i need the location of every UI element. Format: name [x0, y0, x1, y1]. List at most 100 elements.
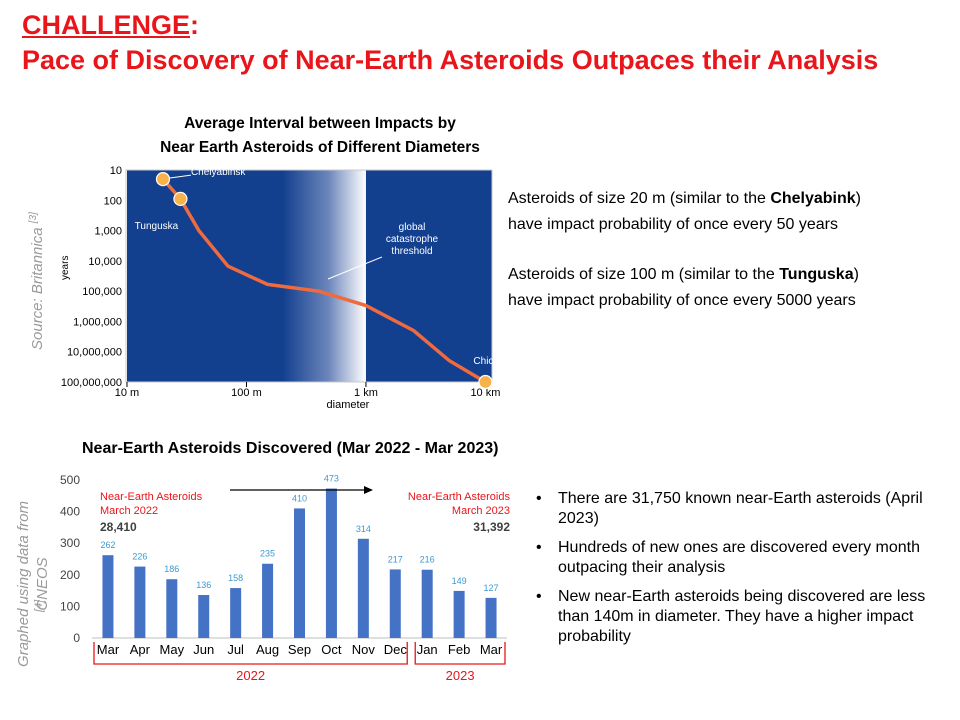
- bar-value-label: 149: [452, 576, 467, 586]
- x-tick-label: 1 km: [354, 387, 378, 399]
- arrow-head: [364, 486, 373, 494]
- year-bracket: [414, 642, 506, 665]
- bar-value-label: 216: [420, 555, 435, 565]
- impact-interval-chart: 10 100 1,000 10,000 100,000 1,000,000 10,000,0…: [60, 165, 500, 411]
- category-label: Jan: [417, 642, 438, 657]
- fact-text: Hundreds of new ones are discovered ever…: [558, 539, 920, 576]
- bar: [453, 590, 465, 638]
- threshold-annotation: global: [399, 222, 426, 233]
- category-label: Sep: [288, 642, 311, 657]
- y-tick-label: 100: [60, 599, 80, 613]
- y-axis-label: years: [60, 256, 71, 280]
- threshold-annotation: catastrophe: [386, 234, 439, 245]
- bar: [198, 595, 210, 638]
- bar: [325, 488, 337, 638]
- slide-title: CHALLENGE:: [22, 10, 199, 41]
- data-point: [478, 374, 493, 390]
- discovery-chart-heading: Near-Earth Asteroids Discovered (Mar 202…: [82, 440, 499, 457]
- bar-value-label: 473: [324, 474, 339, 484]
- bar: [262, 563, 274, 638]
- point-label: Chicxulub: [473, 356, 500, 367]
- y-tick-label: 100,000: [82, 286, 122, 298]
- annotation-leader: [327, 256, 383, 280]
- category-label: Mar: [480, 642, 503, 657]
- category-label: Feb: [448, 642, 470, 657]
- fact-item: • Hundreds of new ones are discovered eve…: [536, 538, 946, 578]
- category-label: Nov: [352, 642, 376, 657]
- category-label: Apr: [130, 642, 151, 657]
- y-tick-label: 300: [60, 536, 80, 550]
- bar-value-label: 410: [292, 493, 307, 503]
- slide-subtitle: Pace of Discovery of Near-Earth Asteroid…: [22, 45, 879, 75]
- impact-chart-heading-line1: Average Interval between Impacts by: [184, 115, 456, 132]
- x-tick-label: 10 km: [470, 387, 500, 399]
- y-tick-label: 1,000: [94, 226, 122, 238]
- total-count: 28,410: [100, 520, 137, 534]
- data-point: [155, 172, 171, 187]
- para1-line2: have impact probability of once every 50…: [508, 216, 838, 233]
- y-tick-label: 500: [60, 473, 80, 487]
- x-axis-label: diameter: [327, 399, 370, 411]
- y-tick-label: 0: [73, 631, 80, 645]
- para1-post: ): [855, 190, 861, 207]
- category-label: Oct: [321, 642, 342, 657]
- fact-item: • New near-Earth asteroids being discover…: [536, 587, 946, 647]
- bar-value-label: 127: [484, 583, 499, 593]
- bar: [485, 597, 497, 638]
- bar: [166, 579, 178, 638]
- bar: [357, 538, 369, 638]
- title-colon: :: [190, 10, 199, 40]
- y-tick-label: 1,000,000: [73, 316, 122, 328]
- bar: [421, 569, 433, 638]
- bullet-icon: •: [536, 588, 542, 605]
- fact-item: • There are 31,750 known near-Earth aster…: [536, 489, 946, 529]
- bar-value-label: 314: [356, 524, 371, 534]
- category-label: Jun: [193, 642, 214, 657]
- point-label: Tunguska: [135, 221, 179, 232]
- bar-value-label: 226: [132, 552, 147, 562]
- threshold-annotation: threshold: [391, 246, 432, 257]
- leader-line: [168, 174, 192, 179]
- point-label: Chelyabinsk: [191, 167, 246, 178]
- impact-curve: [161, 177, 487, 384]
- para2-line2: have impact probability of once every 50…: [508, 292, 856, 309]
- bar-value-label: 158: [228, 573, 243, 583]
- bar: [102, 555, 114, 638]
- para2-post: ): [853, 266, 859, 283]
- y-tick-label: 10,000: [88, 256, 122, 268]
- category-label: Jul: [227, 642, 244, 657]
- data-point: [173, 191, 188, 206]
- para1-pre: Asteroids of size 20 m (similar to the: [508, 190, 771, 207]
- year-bracket: [93, 642, 408, 665]
- annotation-text: March 2022: [100, 505, 158, 517]
- source-britannica-ref: [3]: [28, 212, 39, 224]
- x-tick-label: 10 m: [115, 387, 139, 399]
- total-count: 31,392: [473, 520, 510, 534]
- y-tick-label: 100: [104, 195, 122, 207]
- tunguska-paragraph: Asteroids of size 100 m (similar to the …: [508, 262, 948, 314]
- bar: [230, 588, 242, 638]
- year-label: 2022: [236, 668, 265, 683]
- bar: [294, 508, 305, 638]
- title-challenge: CHALLENGE: [22, 10, 190, 40]
- bar-value-label: 262: [100, 540, 115, 550]
- fact-text: New near-Earth asteroids being discovere…: [558, 588, 926, 645]
- bar-value-label: 217: [388, 554, 403, 564]
- source-cneos-text: Graphed using data from CNEOS: [15, 501, 51, 667]
- bar: [389, 569, 401, 638]
- para2-pre: Asteroids of size 100 m (similar to the: [508, 266, 780, 283]
- y-tick-label: 10,000,000: [67, 347, 122, 359]
- impact-chart-heading: Average Interval between Impacts by Near…: [120, 112, 520, 160]
- category-label: Dec: [384, 642, 408, 657]
- source-britannica: Source: Britannica [3]: [28, 212, 46, 350]
- source-cneos: Graphed using data from CNEOS: [14, 484, 52, 684]
- y-tick-label: 400: [60, 505, 80, 519]
- y-tick-label: 10: [110, 165, 122, 177]
- fact-text: There are 31,750 known near-Earth astero…: [558, 490, 923, 527]
- para1-bold: Chelyabink: [770, 190, 856, 207]
- category-label: Mar: [97, 642, 120, 657]
- chelyabinsk-paragraph: Asteroids of size 20 m (similar to the C…: [508, 186, 948, 238]
- bullet-icon: •: [536, 490, 542, 507]
- bar: [134, 566, 146, 638]
- bar-value-label: 136: [196, 580, 211, 590]
